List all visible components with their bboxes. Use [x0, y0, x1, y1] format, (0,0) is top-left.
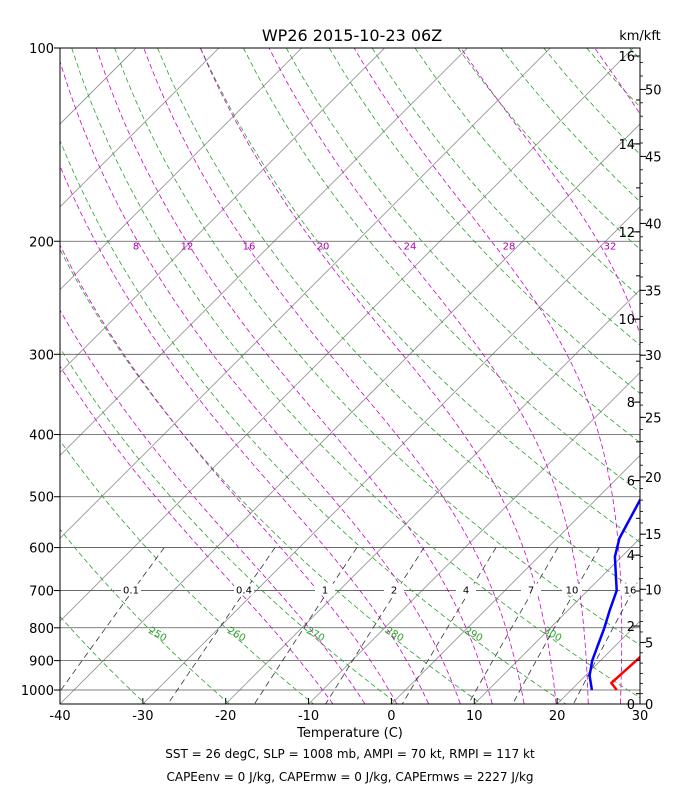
- x-tick-label: -10: [298, 709, 319, 724]
- dry-adiabat-line: [673, 48, 700, 706]
- chart-title: WP26 2015-10-23 06Z: [262, 26, 442, 45]
- mixing-ratio-label: 0.1: [123, 586, 139, 597]
- mixing-ratio-label: 7: [528, 586, 534, 597]
- pressure-tick-label: 900: [29, 655, 54, 670]
- moist-adiabat-label: 24: [404, 241, 417, 252]
- km-tick-label: 0: [627, 698, 635, 713]
- mixing-ratio-label: 2: [391, 586, 397, 597]
- km-tick-label: 12: [618, 226, 635, 241]
- pressure-tick-label: 1000: [21, 684, 54, 699]
- moist-adiabat-label: 20: [317, 241, 330, 252]
- x-tick-label: -30: [132, 709, 153, 724]
- km-tick-label: 6: [627, 475, 635, 490]
- kft-tick-label: 15: [645, 528, 662, 543]
- moist-adiabat-label: 12: [181, 241, 194, 252]
- km-tick-label: 4: [627, 549, 635, 564]
- pressure-tick-label: 400: [29, 429, 54, 444]
- km-tick-label: 16: [618, 50, 635, 65]
- kft-tick-label: 45: [645, 150, 662, 165]
- kft-tick-label: 25: [645, 411, 662, 426]
- moist-adiabat-label: 8: [133, 241, 139, 252]
- isotherm-line: [0, 48, 53, 704]
- moist-adiabat-label: 16: [243, 241, 256, 252]
- mixing-ratio-label: 4: [463, 586, 469, 597]
- moist-adiabat-label: 32: [604, 241, 617, 252]
- x-tick-label: 20: [549, 709, 566, 724]
- kft-tick-label: 35: [645, 284, 662, 299]
- kft-tick-label: 40: [645, 217, 662, 232]
- pressure-tick-label: 800: [29, 622, 54, 637]
- x-tick-label: 10: [466, 709, 483, 724]
- km-tick-label: 14: [618, 138, 635, 153]
- kft-tick-label: 50: [645, 83, 662, 98]
- kft-tick-label: 5: [645, 636, 653, 651]
- mixing-ratio-label: 16: [624, 586, 637, 597]
- height-axis-title: km/kft: [619, 29, 661, 44]
- mixing-ratio-label: 1: [322, 586, 328, 597]
- km-tick-label: 8: [627, 396, 635, 411]
- mixing-ratio-label: 0.4: [236, 586, 252, 597]
- mixing-ratio-label: 10: [566, 586, 579, 597]
- kft-tick-label: 20: [645, 471, 662, 486]
- dry-adiabat-line: [0, 48, 64, 706]
- x-axis-label: Temperature (C): [296, 726, 403, 741]
- kft-tick-label: 0: [645, 698, 653, 713]
- pressure-tick-label: 500: [29, 491, 54, 506]
- kft-tick-label: 10: [645, 583, 662, 598]
- moist-adiabat-label: 28: [503, 241, 516, 252]
- pressure-tick-label: 600: [29, 542, 54, 557]
- x-tick-label: 0: [387, 709, 395, 724]
- plot-background: [60, 48, 640, 704]
- kft-tick-label: 30: [645, 349, 662, 364]
- isotherm-line: [640, 48, 700, 704]
- pressure-tick-label: 300: [29, 348, 54, 363]
- pressure-tick-label: 100: [29, 42, 54, 57]
- km-tick-label: 10: [618, 313, 635, 328]
- x-tick-label: -20: [215, 709, 236, 724]
- footer-line-2: CAPEenv = 0 J/kg, CAPErmw = 0 J/kg, CAPE…: [166, 770, 533, 784]
- footer-line-1: SST = 26 degC, SLP = 1008 mb, AMPI = 70 …: [165, 747, 535, 761]
- pressure-tick-label: 200: [29, 235, 54, 250]
- pressure-tick-label: 700: [29, 585, 54, 600]
- x-tick-label: -40: [49, 709, 70, 724]
- km-tick-label: 2: [627, 620, 635, 635]
